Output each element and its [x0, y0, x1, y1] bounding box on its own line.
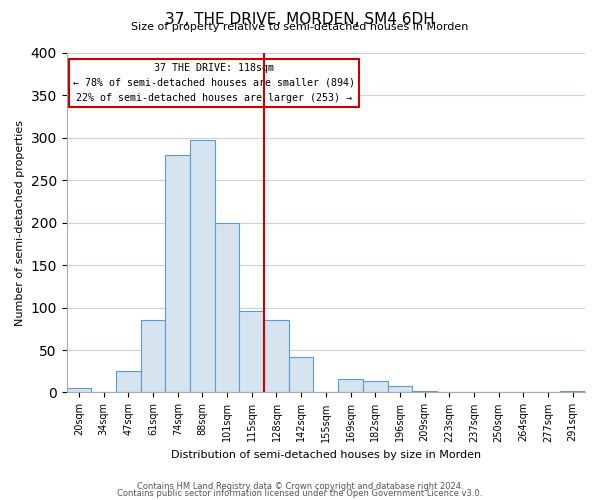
Text: Size of property relative to semi-detached houses in Morden: Size of property relative to semi-detach… — [131, 22, 469, 32]
Bar — [141, 320, 166, 392]
X-axis label: Distribution of semi-detached houses by size in Morden: Distribution of semi-detached houses by … — [171, 450, 481, 460]
Y-axis label: Number of semi-detached properties: Number of semi-detached properties — [15, 120, 25, 326]
Bar — [388, 386, 412, 392]
Bar — [412, 390, 437, 392]
Bar — [116, 371, 141, 392]
Text: 37 THE DRIVE: 118sqm
← 78% of semi-detached houses are smaller (894)
22% of semi: 37 THE DRIVE: 118sqm ← 78% of semi-detac… — [73, 63, 355, 103]
Bar — [166, 155, 190, 392]
Bar — [239, 311, 264, 392]
Bar — [289, 357, 313, 392]
Bar — [215, 222, 239, 392]
Bar — [363, 380, 388, 392]
Bar — [264, 320, 289, 392]
Text: 37, THE DRIVE, MORDEN, SM4 6DH: 37, THE DRIVE, MORDEN, SM4 6DH — [165, 12, 435, 26]
Bar — [67, 388, 91, 392]
Bar — [190, 140, 215, 392]
Bar — [338, 379, 363, 392]
Bar — [560, 390, 585, 392]
Text: Contains HM Land Registry data © Crown copyright and database right 2024.: Contains HM Land Registry data © Crown c… — [137, 482, 463, 491]
Text: Contains public sector information licensed under the Open Government Licence v3: Contains public sector information licen… — [118, 490, 482, 498]
